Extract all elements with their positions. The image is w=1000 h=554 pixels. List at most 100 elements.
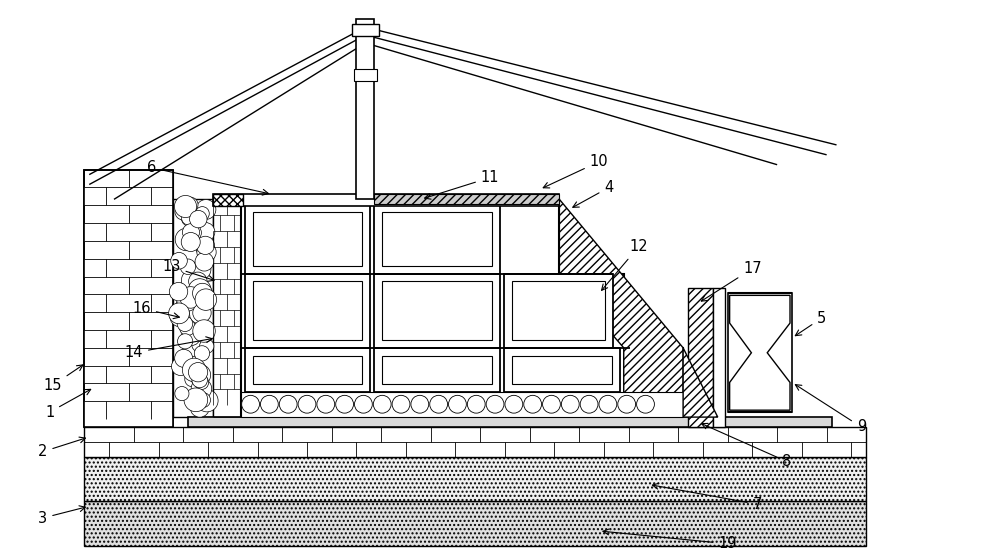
Bar bbox=[356, 19, 374, 199]
Circle shape bbox=[199, 339, 214, 353]
Circle shape bbox=[192, 372, 207, 388]
Circle shape bbox=[580, 396, 598, 413]
Text: 4: 4 bbox=[573, 180, 614, 207]
Circle shape bbox=[175, 228, 198, 251]
Polygon shape bbox=[683, 348, 718, 417]
Circle shape bbox=[171, 253, 187, 269]
Circle shape bbox=[373, 396, 391, 413]
Text: 1: 1 bbox=[45, 389, 91, 419]
Text: 13: 13 bbox=[162, 259, 214, 281]
Circle shape bbox=[242, 396, 259, 413]
Circle shape bbox=[175, 350, 193, 367]
Bar bbox=[84, 170, 173, 427]
Circle shape bbox=[392, 396, 410, 413]
Bar bbox=[504, 348, 620, 392]
Circle shape bbox=[181, 233, 200, 252]
Text: 5: 5 bbox=[795, 311, 826, 336]
Text: 11: 11 bbox=[425, 170, 499, 199]
Circle shape bbox=[193, 320, 215, 342]
Circle shape bbox=[174, 196, 197, 218]
Circle shape bbox=[182, 224, 200, 241]
Circle shape bbox=[194, 375, 209, 389]
Bar bbox=[728, 294, 792, 412]
Text: 17: 17 bbox=[701, 261, 762, 301]
Circle shape bbox=[505, 396, 523, 413]
Circle shape bbox=[618, 396, 636, 413]
Circle shape bbox=[486, 396, 504, 413]
Circle shape bbox=[411, 396, 429, 413]
Text: 16: 16 bbox=[132, 301, 179, 319]
Circle shape bbox=[195, 207, 209, 220]
Circle shape bbox=[169, 283, 188, 301]
Circle shape bbox=[191, 260, 211, 279]
Bar bbox=[504, 274, 613, 348]
Circle shape bbox=[298, 396, 316, 413]
Circle shape bbox=[190, 398, 209, 417]
Circle shape bbox=[170, 307, 190, 327]
Bar bbox=[84, 170, 173, 427]
Circle shape bbox=[193, 283, 212, 303]
Circle shape bbox=[169, 303, 189, 324]
Circle shape bbox=[181, 210, 197, 225]
Circle shape bbox=[524, 396, 542, 413]
Text: 15: 15 bbox=[43, 365, 83, 393]
Bar bbox=[512, 281, 605, 340]
Bar bbox=[245, 274, 370, 348]
Circle shape bbox=[184, 224, 201, 242]
Circle shape bbox=[190, 211, 207, 228]
Circle shape bbox=[178, 290, 195, 307]
Circle shape bbox=[196, 389, 218, 412]
Circle shape bbox=[184, 388, 208, 412]
Bar bbox=[374, 274, 500, 348]
Circle shape bbox=[449, 396, 466, 413]
Text: 7: 7 bbox=[652, 483, 762, 512]
Bar bbox=[84, 501, 866, 546]
Circle shape bbox=[430, 396, 448, 413]
Circle shape bbox=[336, 396, 354, 413]
Circle shape bbox=[196, 236, 214, 254]
Text: 19: 19 bbox=[603, 529, 737, 551]
Text: 14: 14 bbox=[125, 337, 212, 360]
Circle shape bbox=[189, 303, 210, 324]
Bar bbox=[253, 356, 362, 384]
Bar bbox=[354, 69, 377, 80]
Circle shape bbox=[279, 396, 297, 413]
Text: 2: 2 bbox=[38, 437, 85, 459]
Circle shape bbox=[193, 304, 211, 322]
Polygon shape bbox=[374, 194, 559, 204]
Circle shape bbox=[191, 334, 210, 352]
Circle shape bbox=[196, 239, 214, 258]
Polygon shape bbox=[241, 199, 683, 417]
Circle shape bbox=[180, 259, 196, 274]
Bar bbox=[374, 204, 500, 274]
Circle shape bbox=[180, 286, 201, 308]
Circle shape bbox=[195, 392, 209, 407]
Circle shape bbox=[189, 365, 211, 386]
Polygon shape bbox=[559, 199, 683, 417]
Bar bbox=[241, 392, 683, 417]
Bar bbox=[173, 199, 213, 417]
Circle shape bbox=[260, 396, 278, 413]
Circle shape bbox=[195, 253, 214, 271]
Bar bbox=[713, 289, 725, 427]
Bar bbox=[688, 289, 713, 427]
Bar bbox=[382, 281, 492, 340]
Bar bbox=[84, 456, 866, 501]
Circle shape bbox=[189, 272, 207, 290]
Circle shape bbox=[196, 199, 216, 219]
Circle shape bbox=[182, 358, 206, 382]
Bar bbox=[213, 199, 241, 417]
Circle shape bbox=[467, 396, 485, 413]
Circle shape bbox=[171, 357, 190, 376]
Bar bbox=[382, 356, 492, 384]
Bar bbox=[245, 204, 370, 274]
Circle shape bbox=[175, 387, 189, 401]
Circle shape bbox=[182, 335, 204, 356]
Bar bbox=[188, 417, 832, 427]
Bar bbox=[245, 348, 370, 392]
Circle shape bbox=[185, 211, 201, 228]
Bar bbox=[253, 212, 362, 266]
Bar bbox=[512, 356, 612, 384]
Circle shape bbox=[195, 392, 210, 408]
Circle shape bbox=[189, 210, 207, 227]
